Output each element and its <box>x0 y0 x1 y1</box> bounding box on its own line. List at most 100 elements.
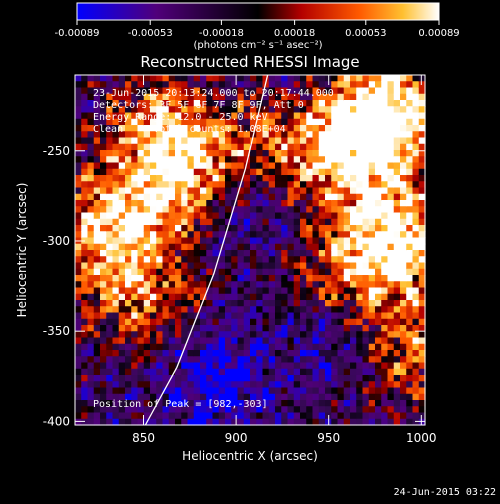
heatmap-cell <box>75 281 82 289</box>
heatmap-cell <box>275 281 282 289</box>
heatmap-cell <box>350 262 357 270</box>
heatmap-cell <box>412 412 420 420</box>
heatmap-cell <box>400 287 407 295</box>
heatmap-cell <box>206 118 214 126</box>
heatmap-cell <box>137 337 145 345</box>
heatmap-cell <box>281 168 289 176</box>
heatmap-cell <box>187 118 195 126</box>
heatmap-cell <box>187 193 195 201</box>
heatmap-cell <box>306 406 314 414</box>
heatmap-cell <box>187 125 195 132</box>
heatmap-cell <box>112 175 120 182</box>
heatmap-cell <box>218 75 226 82</box>
heatmap-cell <box>393 125 401 132</box>
heatmap-cell <box>275 400 282 407</box>
heatmap-cell <box>75 412 82 420</box>
colorbar-tick-label: 0.00018 <box>274 28 315 39</box>
heatmap-cell <box>187 325 195 332</box>
heatmap-cell <box>100 100 107 107</box>
heatmap-cell <box>106 200 114 207</box>
heatmap-cell <box>268 112 276 120</box>
heatmap-cell <box>337 337 345 345</box>
heatmap-cell <box>337 212 345 220</box>
heatmap-cell <box>137 193 145 201</box>
heatmap-cell <box>312 281 320 289</box>
heatmap-cell <box>75 368 82 376</box>
heatmap-cell <box>268 293 276 301</box>
heatmap-cell <box>212 350 220 357</box>
heatmap-cell <box>193 218 201 226</box>
heatmap-cell <box>193 118 201 126</box>
heatmap-cell <box>150 156 157 164</box>
heatmap-cell <box>412 275 420 282</box>
heatmap-cell <box>212 193 220 201</box>
heatmap-cell <box>243 106 251 114</box>
heatmap-cell <box>100 287 107 295</box>
heatmap-cell <box>400 212 407 220</box>
heatmap-cell <box>331 287 339 295</box>
heatmap-cell <box>87 368 95 376</box>
heatmap-cell <box>381 175 389 182</box>
heatmap-cell <box>87 281 95 289</box>
heatmap-cell <box>100 393 107 401</box>
heatmap-cell <box>268 268 276 276</box>
heatmap-cell <box>181 131 189 139</box>
heatmap-cell <box>137 187 145 195</box>
heatmap-cell <box>193 393 201 401</box>
heatmap-cell <box>112 156 120 164</box>
heatmap-cell <box>175 350 182 357</box>
heatmap-cell <box>87 337 95 345</box>
heatmap-cell <box>125 112 132 120</box>
heatmap-cell <box>406 87 414 95</box>
heatmap-cell <box>187 250 195 257</box>
heatmap-cell <box>418 381 426 389</box>
heatmap-cell <box>81 212 89 220</box>
heatmap-cell <box>281 275 289 282</box>
heatmap-cell <box>162 393 170 401</box>
heatmap-cell <box>112 281 120 289</box>
heatmap-cell <box>93 312 101 320</box>
heatmap-cell <box>268 75 276 82</box>
heatmap-cell <box>200 218 207 226</box>
heatmap-cell <box>175 362 182 370</box>
heatmap-cell <box>387 75 395 82</box>
heatmap-cell <box>175 218 182 226</box>
heatmap-cell <box>381 206 389 214</box>
heatmap-cell <box>362 231 370 239</box>
heatmap-cell <box>387 175 395 182</box>
heatmap-cell <box>168 318 176 326</box>
heatmap-cell <box>112 218 120 226</box>
heatmap-cell <box>100 362 107 370</box>
heatmap-cell <box>181 75 189 82</box>
heatmap-cell <box>281 243 289 251</box>
heatmap-cell <box>81 206 89 214</box>
heatmap-cell <box>281 362 289 370</box>
heatmap-cell <box>412 162 420 170</box>
heatmap-cell <box>118 318 126 326</box>
heatmap-cell <box>231 350 239 357</box>
heatmap-cell <box>243 406 251 414</box>
heatmap-cell <box>268 362 276 370</box>
heatmap-cell <box>387 112 395 120</box>
heatmap-cell <box>250 150 257 157</box>
heatmap-cell <box>175 412 182 420</box>
heatmap-cell <box>218 118 226 126</box>
heatmap-cell <box>231 231 239 239</box>
heatmap-cell <box>212 306 220 314</box>
heatmap-cell <box>406 150 414 157</box>
heatmap-cell <box>250 93 257 101</box>
heatmap-cell <box>175 175 182 182</box>
heatmap-cell <box>200 375 207 382</box>
heatmap-cell <box>368 343 376 351</box>
heatmap-cell <box>418 387 426 395</box>
heatmap-cell <box>131 381 139 389</box>
heatmap-cell <box>118 243 126 251</box>
heatmap-cell <box>100 406 107 414</box>
heatmap-cell <box>406 162 414 170</box>
heatmap-cell <box>200 306 207 314</box>
heatmap-cell <box>81 318 89 326</box>
heatmap-cell <box>331 168 339 176</box>
heatmap-cell <box>262 281 270 289</box>
heatmap-cell <box>400 362 407 370</box>
heatmap-cell <box>406 181 414 189</box>
